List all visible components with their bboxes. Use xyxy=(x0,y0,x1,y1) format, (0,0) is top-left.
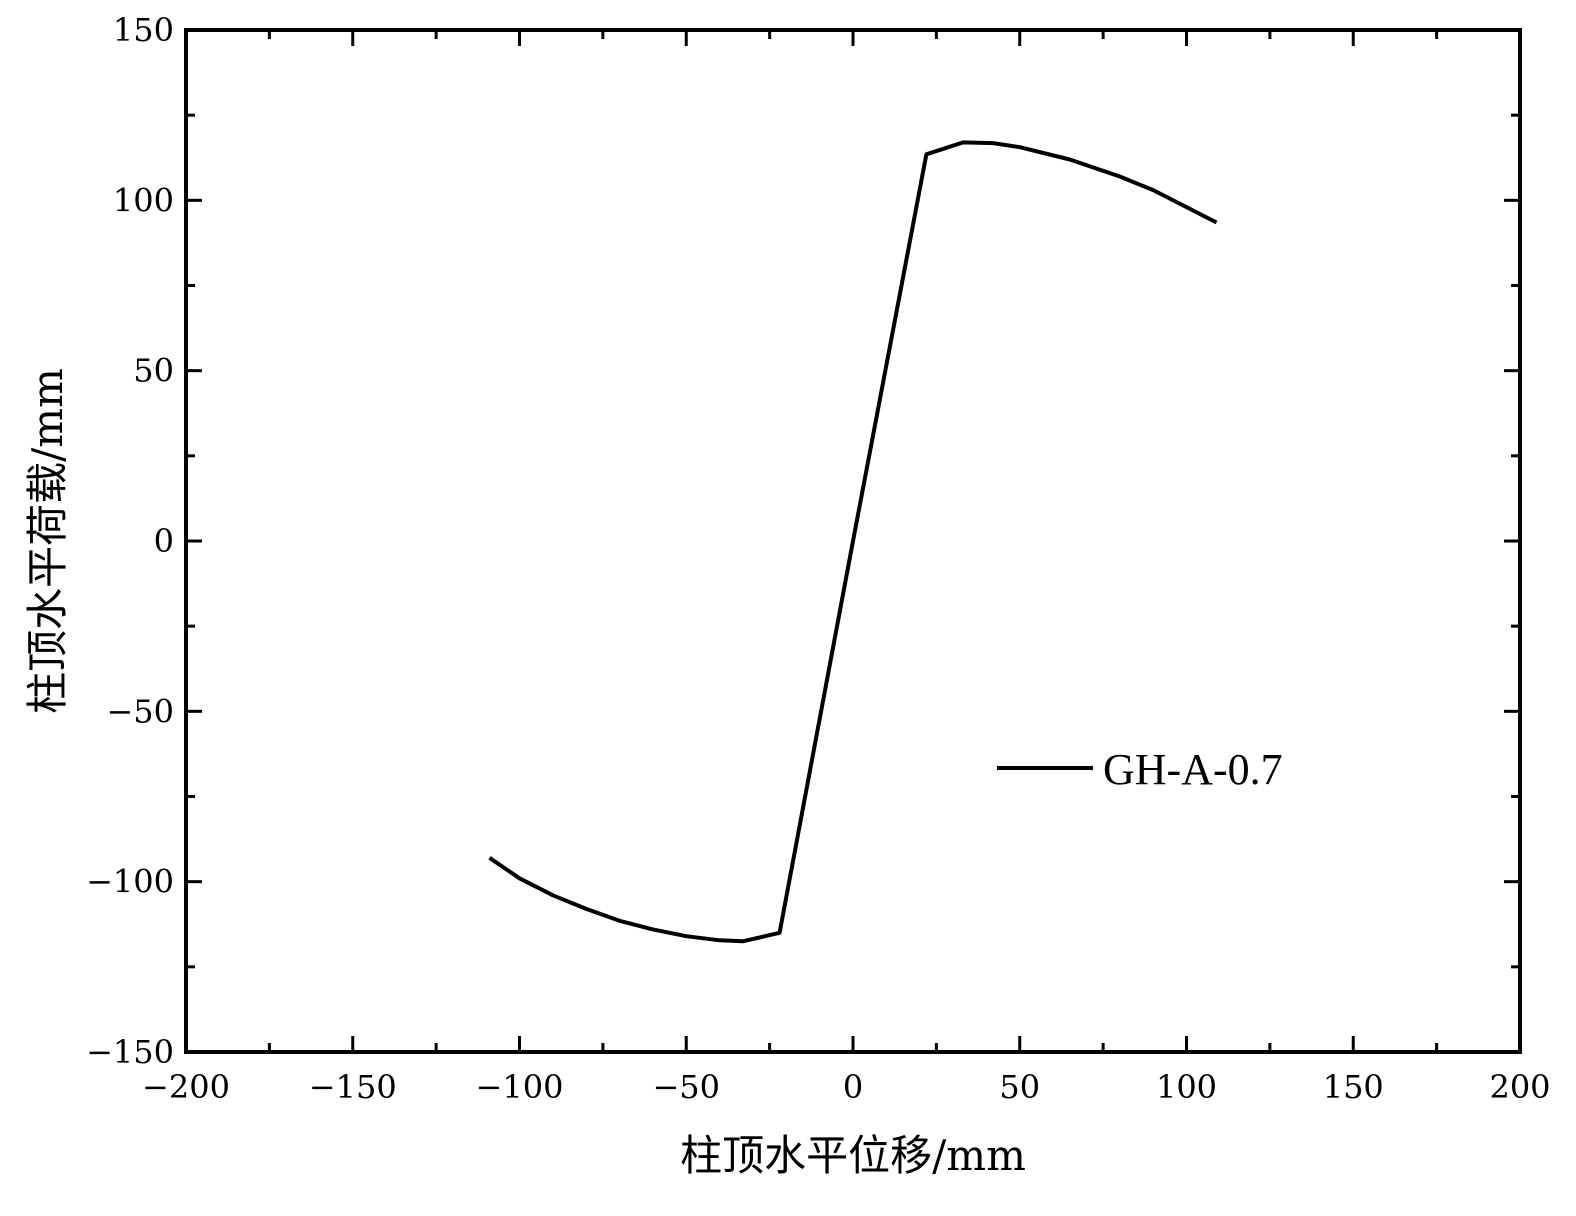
y-tick-label: −100 xyxy=(86,863,174,901)
x-tick-label: −100 xyxy=(476,1068,564,1106)
x-tick-labels: −200 −150 −100 −50 0 50 100 150 200 xyxy=(142,1068,1550,1106)
y-axis-title: 柱顶水平荷载/mm xyxy=(23,368,72,714)
x-tick-label: −150 xyxy=(309,1068,397,1106)
x-tick-label: 100 xyxy=(1156,1068,1217,1106)
x-tick-label: 200 xyxy=(1489,1068,1550,1106)
x-tick-label: 50 xyxy=(999,1068,1040,1106)
x-tick-label: 0 xyxy=(843,1068,863,1106)
plot-frame xyxy=(184,28,1522,1054)
y-tick-label: 0 xyxy=(154,522,174,560)
y-tick-label: 50 xyxy=(133,352,174,390)
legend: GH-A-0.7 xyxy=(997,745,1283,794)
series-line xyxy=(488,140,1218,944)
x-axis-title: 柱顶水平位移/mm xyxy=(680,1131,1026,1180)
y-tick-label: −150 xyxy=(86,1033,174,1071)
y-tick-label: 150 xyxy=(113,11,174,49)
series-layer xyxy=(488,140,1218,944)
y-tick-label: 100 xyxy=(113,181,174,219)
y-tick-label: −50 xyxy=(106,692,174,730)
x-tick-label: −200 xyxy=(142,1068,230,1106)
x-tick-label: −50 xyxy=(652,1068,720,1106)
legend-label: GH-A-0.7 xyxy=(1103,745,1283,794)
x-tick-label: 150 xyxy=(1323,1068,1384,1106)
y-tick-labels: −150 −100 −50 0 50 100 150 xyxy=(86,11,174,1071)
